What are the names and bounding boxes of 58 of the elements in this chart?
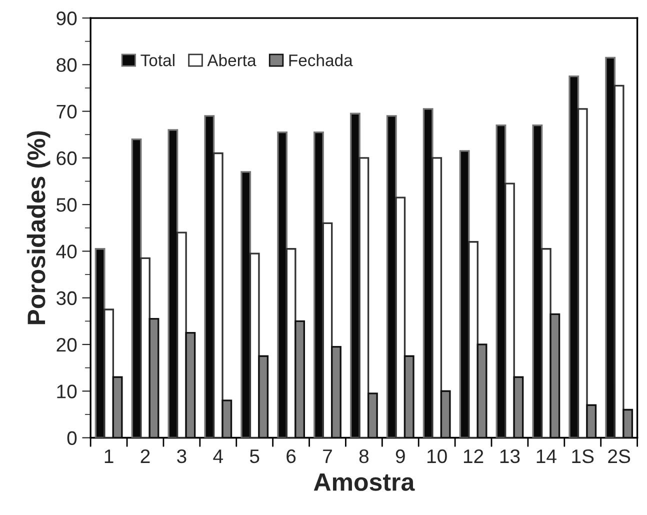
- bar: [404, 355, 414, 438]
- y-tick-label: 40: [56, 244, 77, 258]
- y-axis-title: Porosidades (%): [26, 131, 50, 324]
- x-tick-label: 1: [104, 450, 114, 463]
- bar: [476, 344, 488, 438]
- bar: [331, 346, 342, 438]
- y-tick-label: 60: [56, 151, 77, 166]
- bar: [468, 241, 478, 438]
- x-tick-label: 8: [359, 449, 368, 464]
- bar: [614, 84, 624, 438]
- bar: [176, 232, 187, 438]
- y-tick-label: 70: [56, 104, 77, 119]
- bar: [586, 404, 597, 438]
- bar: [440, 390, 451, 438]
- bar: [504, 182, 515, 438]
- bar: [249, 252, 260, 438]
- x-tick-label: 2: [140, 449, 150, 463]
- x-tick-label: 5: [250, 450, 260, 464]
- y-tick-label: 0: [67, 431, 77, 445]
- y-tick-label: 20: [56, 338, 77, 352]
- bar: [112, 376, 123, 438]
- bar: [258, 355, 269, 438]
- x-tick-label: 6: [286, 449, 296, 464]
- bar: [358, 157, 370, 438]
- bar: [322, 222, 333, 438]
- legend-label: Fechada: [289, 54, 353, 66]
- bar: [550, 313, 560, 438]
- x-tick-label: 10: [428, 449, 447, 464]
- x-tick-label: 13: [500, 449, 520, 464]
- x-tick-label: 14: [536, 450, 556, 463]
- bar: [104, 308, 114, 438]
- bar: [622, 408, 634, 438]
- y-tick-label: 90: [56, 11, 77, 26]
- x-tick-label: 7: [323, 450, 332, 463]
- bar: [222, 400, 232, 438]
- x-axis-title: Amostra: [314, 473, 415, 491]
- bar: [577, 108, 588, 438]
- legend-label: Total: [140, 54, 174, 66]
- bar: [432, 157, 442, 438]
- y-tick-label: 10: [57, 384, 77, 398]
- legend-label: Aberta: [207, 54, 256, 66]
- x-tick-label: 3: [177, 449, 186, 464]
- bar: [513, 376, 524, 438]
- y-tick-label: 80: [56, 58, 77, 72]
- x-tick-label: 1S: [572, 449, 594, 464]
- x-tick-label: 4: [213, 450, 223, 463]
- bar: [148, 318, 160, 438]
- bar: [140, 257, 150, 438]
- bar: [367, 392, 378, 438]
- x-tick-label: 2S: [608, 449, 630, 464]
- bar: [212, 152, 224, 438]
- x-tick-label: 9: [396, 449, 405, 464]
- bar: [185, 332, 196, 438]
- y-tick-label: 50: [56, 198, 77, 212]
- x-tick-label: 12: [464, 449, 484, 463]
- y-tick-label: 30: [56, 291, 77, 306]
- bar: [395, 196, 406, 438]
- bar: [294, 320, 305, 438]
